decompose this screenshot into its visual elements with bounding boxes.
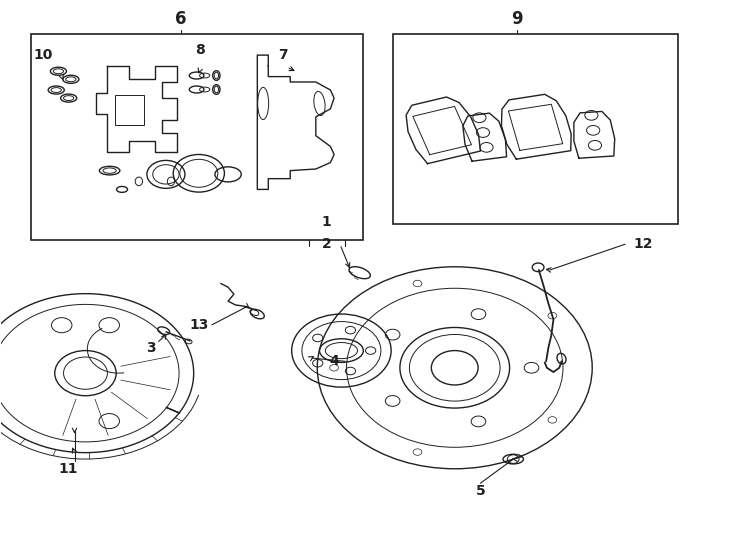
Text: 8: 8: [195, 43, 206, 57]
Text: 13: 13: [189, 318, 208, 332]
Text: 4: 4: [330, 354, 339, 368]
Text: 10: 10: [33, 48, 53, 62]
Text: 9: 9: [511, 10, 523, 28]
Text: 12: 12: [633, 237, 653, 251]
Text: 7: 7: [278, 48, 288, 62]
Bar: [115, 96, 144, 125]
Text: 11: 11: [59, 462, 79, 476]
Text: 3: 3: [147, 341, 156, 355]
Text: 1: 1: [322, 215, 332, 228]
Bar: [393, 33, 677, 224]
Bar: [31, 33, 363, 240]
Text: 5: 5: [476, 484, 485, 498]
Text: 2: 2: [322, 237, 332, 251]
Text: 6: 6: [175, 10, 186, 28]
